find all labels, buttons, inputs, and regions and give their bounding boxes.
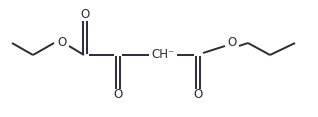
Text: O: O bbox=[227, 37, 237, 49]
Text: CH⁻: CH⁻ bbox=[151, 49, 175, 62]
Text: O: O bbox=[193, 88, 203, 102]
Text: O: O bbox=[114, 88, 123, 102]
Text: O: O bbox=[57, 37, 67, 49]
Text: O: O bbox=[80, 7, 90, 20]
